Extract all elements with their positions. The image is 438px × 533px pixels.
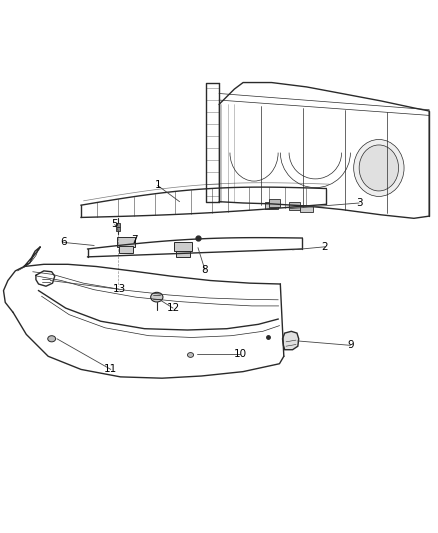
- Text: 1: 1: [154, 181, 161, 190]
- Text: 7: 7: [131, 235, 138, 245]
- FancyBboxPatch shape: [174, 243, 192, 251]
- FancyBboxPatch shape: [119, 246, 133, 253]
- Text: 8: 8: [201, 265, 208, 275]
- Text: 11: 11: [104, 365, 117, 374]
- FancyBboxPatch shape: [176, 251, 190, 257]
- Ellipse shape: [48, 336, 56, 342]
- Bar: [289, 201, 300, 209]
- Ellipse shape: [354, 140, 404, 197]
- Ellipse shape: [151, 292, 163, 302]
- Ellipse shape: [187, 352, 194, 358]
- Text: 3: 3: [356, 198, 363, 208]
- Text: 9: 9: [347, 341, 354, 350]
- Text: 6: 6: [60, 237, 67, 247]
- Text: 12: 12: [166, 303, 180, 313]
- Polygon shape: [283, 332, 299, 350]
- Ellipse shape: [359, 145, 399, 191]
- FancyBboxPatch shape: [117, 237, 135, 247]
- Bar: [269, 199, 280, 207]
- Text: 10: 10: [233, 349, 247, 359]
- Text: 13: 13: [113, 284, 126, 294]
- Bar: [300, 205, 313, 212]
- Text: 2: 2: [321, 242, 328, 252]
- Bar: [265, 201, 278, 209]
- Text: 5: 5: [111, 220, 118, 229]
